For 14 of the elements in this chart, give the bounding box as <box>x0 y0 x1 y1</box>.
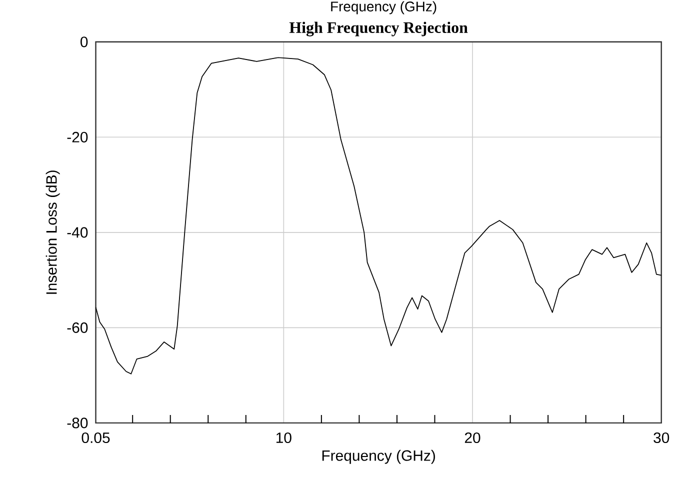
text: Frequency (GHz) <box>331 1 436 14</box>
y-tick-label: -40 <box>67 227 88 238</box>
x-tick-label: 30 <box>654 432 670 444</box>
chart-title: High Frequency Rejection <box>289 22 468 36</box>
x-tick-label: 20 <box>464 432 480 444</box>
y-tick-label: -20 <box>67 132 88 143</box>
line-series <box>96 57 662 374</box>
x-axis-title: Frequency (GHz) <box>322 450 435 464</box>
x-tick-label: 10 <box>276 432 292 444</box>
y-axis-title: Insertion Loss (dB) <box>46 170 60 294</box>
y-tick-label: -80 <box>67 418 88 428</box>
y-tick-label: -60 <box>67 322 88 334</box>
y-tick-label: 0 <box>80 36 88 48</box>
x-tick-label: 0.05 <box>82 432 110 444</box>
